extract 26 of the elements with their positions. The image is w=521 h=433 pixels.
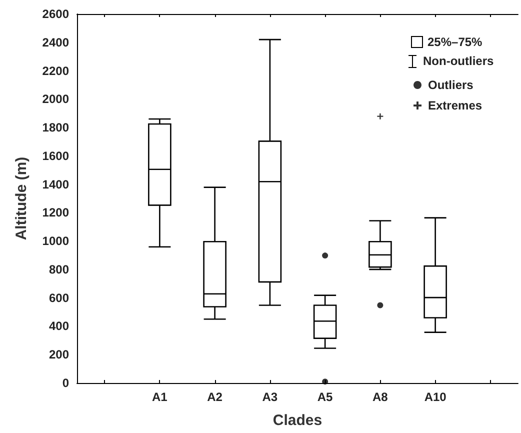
y-tick-label: 200 — [48, 348, 70, 362]
legend-label: 25%–75% — [428, 35, 483, 49]
y-tick-label: 1000 — [42, 234, 70, 248]
x-tick-label: A8 — [372, 390, 388, 404]
x-tick-label: A5 — [317, 390, 334, 404]
y-tick-label: 600 — [48, 290, 70, 305]
y-tick-label: 2000 — [42, 92, 70, 106]
y-tick-label: 1400 — [42, 177, 70, 192]
legend-label: Extremes — [428, 98, 482, 112]
x-tick-label: A10 — [424, 390, 447, 404]
y-tick-label: 800 — [48, 262, 70, 276]
annotation: Non-outliers — [423, 54, 494, 68]
y-tick-label: 400 — [48, 319, 70, 334]
x-tick-label: A2 — [207, 390, 223, 404]
y-tick-label: 1600 — [42, 148, 70, 163]
y-tick-label: 2200 — [42, 64, 70, 78]
x-tick-label: A3 — [262, 390, 278, 404]
y-tick-label: 2400 — [42, 35, 70, 50]
y-tick-label: 2600 — [42, 7, 70, 21]
x-tick-label: A1 — [152, 390, 168, 404]
x-axis-title: Clades — [272, 412, 322, 429]
y-axis-title: Altitude (m) — [13, 156, 30, 240]
y-tick-label: 1800 — [42, 120, 70, 135]
y-tick-label: 1200 — [42, 206, 70, 220]
legend-label: Outliers — [428, 78, 474, 92]
y-tick-label: 0 — [62, 376, 70, 390]
